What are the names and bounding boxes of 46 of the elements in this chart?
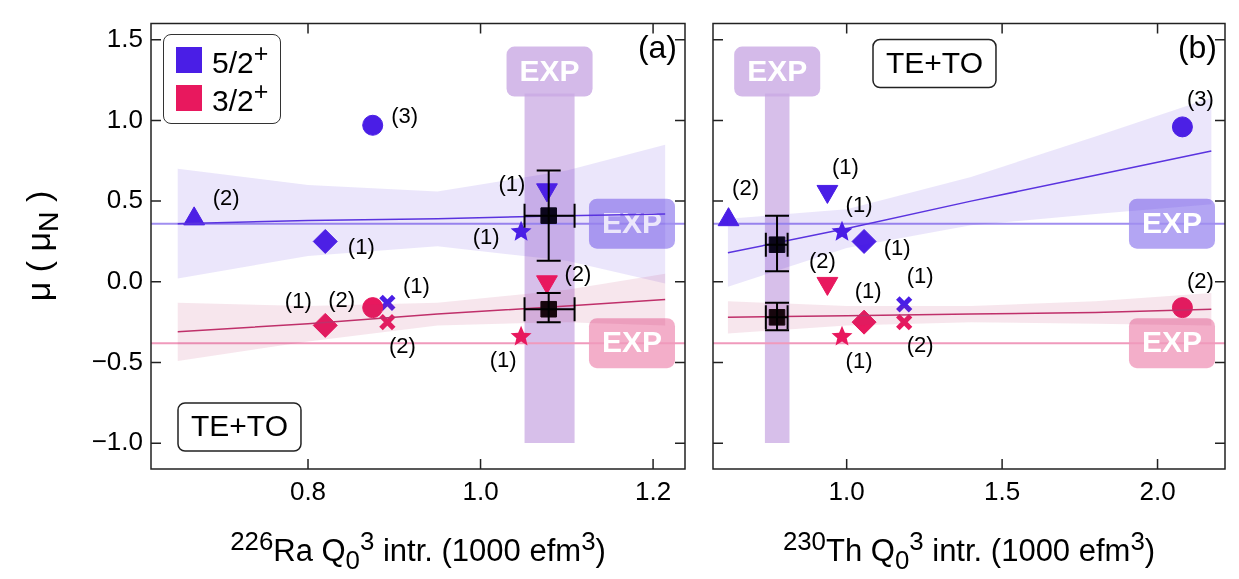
ref-line-label: EXP xyxy=(601,325,662,359)
annotation: (1) xyxy=(284,288,312,314)
y-tick-label: 0.0 xyxy=(106,264,143,295)
x-tick-label: 1.0 xyxy=(828,475,865,506)
annotation: (1) xyxy=(906,263,934,289)
y-tick-label: 1.0 xyxy=(106,103,143,134)
y-tick-label: −1.0 xyxy=(91,426,143,457)
annotation: (2) xyxy=(328,286,356,312)
y-tick-label: 1.5 xyxy=(106,22,143,53)
annotation: (2) xyxy=(212,184,240,210)
annotation: (1) xyxy=(498,170,526,196)
annotation: (2) xyxy=(1186,267,1214,293)
annotation: (a) xyxy=(637,29,677,66)
annotation: (1) xyxy=(845,191,873,217)
y-tick-label: −0.5 xyxy=(91,345,143,376)
x-axis-title: $^{230}$Th Q$_{0}$$^{3}$ intr. (1000 efm$^{3}$) xyxy=(782,527,1156,575)
ref-line-label: EXP xyxy=(1141,205,1202,239)
annotation: (1) xyxy=(472,223,500,249)
annotation: (1) xyxy=(347,233,375,259)
annotation: TE+TO xyxy=(885,45,983,79)
x-tick-label: 1.2 xyxy=(635,475,672,506)
annotation: (2) xyxy=(564,260,592,286)
band-label: EXP xyxy=(747,53,808,87)
ref-line-label: EXP xyxy=(601,205,662,239)
annotation: (1) xyxy=(883,234,911,260)
annotation: (2) xyxy=(388,333,416,359)
y-tick-label: 0.5 xyxy=(106,184,143,215)
annotation: (3) xyxy=(1186,85,1214,111)
x-tick-label: 0.8 xyxy=(289,475,327,506)
ref-line-label: EXP xyxy=(1141,325,1202,359)
annotation: (1) xyxy=(831,154,859,180)
annotation: (1) xyxy=(854,278,882,304)
annotation: (b) xyxy=(1177,29,1217,66)
annotation: TE+TO xyxy=(190,409,288,443)
band-label: EXP xyxy=(519,53,580,87)
annotation: (2) xyxy=(906,332,934,358)
x-axis-title: $^{226}$Ra Q$_{0}$$^{3}$ intr. (1000 efm$^{3}$) xyxy=(230,527,606,575)
annotation: (1) xyxy=(402,272,430,298)
annotation: (1) xyxy=(489,346,517,372)
x-tick-label: 1.5 xyxy=(984,475,1021,506)
x-tick-label: 2.0 xyxy=(1139,475,1176,506)
annotation: (2) xyxy=(732,174,759,200)
x-tick-label: 1.0 xyxy=(462,475,499,506)
annotation: (2) xyxy=(808,248,836,274)
annotation: (1) xyxy=(845,347,873,373)
annotation: (3) xyxy=(391,103,419,129)
